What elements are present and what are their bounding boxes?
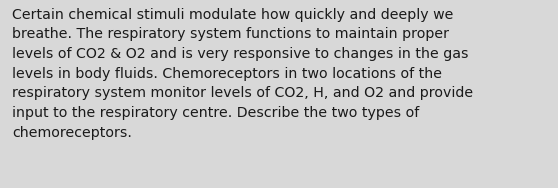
- Text: Certain chemical stimuli modulate how quickly and deeply we
breathe. The respira: Certain chemical stimuli modulate how qu…: [12, 8, 473, 140]
